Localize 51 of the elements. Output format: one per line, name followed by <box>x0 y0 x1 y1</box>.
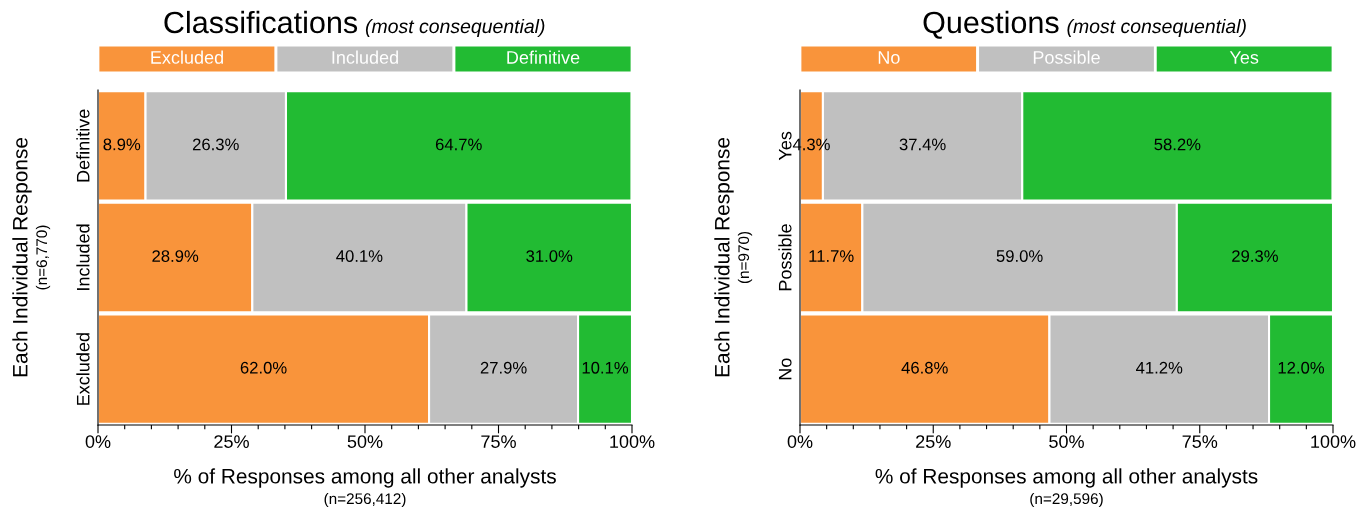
series-label: Possible <box>1033 50 1100 64</box>
data-label: 62.0% <box>240 361 287 374</box>
data-label: 11.7% <box>809 250 854 262</box>
text: No <box>878 51 900 64</box>
text: (n=970) <box>737 231 753 284</box>
x-tick-label: 50% <box>1049 435 1084 448</box>
text: (n=29,596) <box>1030 492 1103 508</box>
data-label: 58.2% <box>1154 138 1201 151</box>
data-label: 64.7% <box>435 138 482 151</box>
x-tick-label: 75% <box>481 435 516 448</box>
y-axis-title: Each Individual Response <box>12 137 32 377</box>
y-tick-label: Excluded <box>76 333 90 405</box>
y-tick-label: Yes <box>778 131 792 161</box>
x-tick-label: 0% <box>787 435 813 448</box>
y-tick-label: Included <box>76 224 90 290</box>
data-label: 12.0% <box>1278 361 1325 374</box>
x-tick-label: 50% <box>347 435 383 448</box>
data-label: 29.3% <box>1232 250 1278 262</box>
series-label: Excluded <box>151 50 223 64</box>
data-label: 46.8% <box>901 361 948 374</box>
x-axis-title: % of Responses among all other analysts <box>174 468 556 488</box>
series-label: Yes <box>1229 51 1259 64</box>
text: (n=6,770) <box>35 225 51 290</box>
y-tick-label: Definitive <box>76 109 90 182</box>
data-label: 10.1% <box>582 361 629 374</box>
x-axis-title: % of Responses among all other analysts <box>875 468 1258 488</box>
data-label: 26.3% <box>192 138 239 151</box>
chart-title: Questions <box>923 10 1059 39</box>
text: Included <box>332 50 398 64</box>
data-label: 28.9% <box>152 250 199 262</box>
data-label: 40.1% <box>336 250 383 262</box>
x-tick-label: 0% <box>85 435 111 448</box>
chart-subtitle: (most consequential) <box>1067 18 1246 38</box>
chart-subtitle: (most consequential) <box>365 18 545 38</box>
x-tick-label: 100% <box>610 435 655 448</box>
text: (n=256,412) <box>324 492 406 508</box>
series-label: Definitive <box>507 50 580 64</box>
data-label: 27.9% <box>480 361 527 374</box>
x-tick-label: 100% <box>1311 435 1356 448</box>
x-tick-label: 25% <box>214 435 249 448</box>
x-tick-label: 25% <box>916 435 951 448</box>
y-tick-label: No <box>778 358 792 380</box>
x-tick-label: 75% <box>1182 435 1218 448</box>
chart-title: Classifications <box>164 10 358 34</box>
data-label: 37.4% <box>899 138 946 151</box>
data-label: 8.9% <box>103 138 141 151</box>
data-label: 31.0% <box>526 250 573 262</box>
data-label: 41.2% <box>1136 361 1183 374</box>
data-label: 59.0% <box>996 250 1043 262</box>
y-tick-label: Possible <box>778 224 792 291</box>
y-axis-title: Each Individual Response <box>714 137 734 377</box>
